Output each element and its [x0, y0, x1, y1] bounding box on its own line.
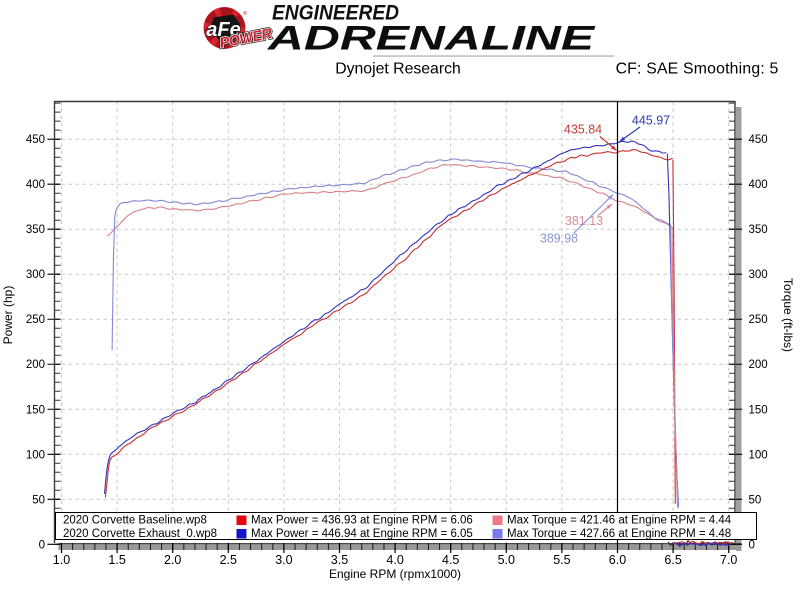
svg-text:250: 250 — [749, 314, 768, 326]
svg-text:400: 400 — [749, 179, 768, 191]
svg-text:100: 100 — [749, 449, 768, 461]
svg-text:350: 350 — [749, 224, 768, 236]
svg-text:5.5: 5.5 — [553, 553, 570, 567]
svg-text:435.84: 435.84 — [564, 123, 602, 137]
svg-text:Max Power = 446.94 at Engine R: Max Power = 446.94 at Engine RPM = 6.05 — [251, 528, 473, 540]
svg-text:Power (hp): Power (hp) — [1, 286, 15, 345]
svg-text:0: 0 — [39, 539, 45, 551]
svg-text:381.13: 381.13 — [565, 214, 603, 228]
svg-text:1.0: 1.0 — [53, 553, 70, 567]
svg-text:4.0: 4.0 — [386, 553, 403, 567]
svg-text:3.0: 3.0 — [275, 553, 292, 567]
svg-text:389.98: 389.98 — [540, 232, 578, 246]
svg-text:2020 Corvette Exhaust_0.wp8: 2020 Corvette Exhaust_0.wp8 — [63, 528, 217, 540]
svg-text:2020 Corvette Baseline.wp8: 2020 Corvette Baseline.wp8 — [63, 515, 207, 527]
svg-text:50: 50 — [32, 494, 45, 506]
svg-text:6.0: 6.0 — [609, 553, 626, 567]
svg-text:450: 450 — [749, 134, 768, 146]
svg-text:ADRENALINE: ADRENALINE — [267, 20, 596, 58]
svg-text:250: 250 — [26, 314, 45, 326]
svg-text:Max Torque = 421.46 at Engine: Max Torque = 421.46 at Engine RPM = 4.44 — [507, 515, 732, 527]
svg-text:0: 0 — [749, 539, 755, 551]
svg-text:150: 150 — [26, 404, 45, 416]
svg-text:400: 400 — [26, 179, 45, 191]
svg-text:1.5: 1.5 — [108, 553, 125, 567]
svg-text:350: 350 — [26, 224, 45, 236]
svg-text:200: 200 — [749, 359, 768, 371]
svg-text:CF: SAE Smoothing: 5: CF: SAE Smoothing: 5 — [616, 61, 779, 78]
svg-text:aFe: aFe — [206, 19, 240, 41]
svg-text:50: 50 — [749, 494, 762, 506]
svg-text:300: 300 — [26, 269, 45, 281]
svg-text:2.0: 2.0 — [164, 553, 181, 567]
svg-text:445.97: 445.97 — [632, 114, 670, 128]
svg-text:100: 100 — [26, 449, 45, 461]
svg-text:ENGINEERED: ENGINEERED — [272, 2, 399, 25]
svg-text:3.5: 3.5 — [331, 553, 348, 567]
svg-text:5.0: 5.0 — [498, 553, 515, 567]
svg-text:300: 300 — [749, 269, 768, 281]
svg-text:Max Power = 436.93 at Engine R: Max Power = 436.93 at Engine RPM = 6.06 — [251, 515, 473, 527]
svg-text:Dynojet Research: Dynojet Research — [335, 61, 461, 78]
svg-text:Engine RPM (rpmx1000): Engine RPM (rpmx1000) — [329, 567, 461, 581]
svg-text:2.5: 2.5 — [220, 553, 237, 567]
svg-text:6.5: 6.5 — [664, 553, 681, 567]
svg-text:4.5: 4.5 — [442, 553, 459, 567]
svg-text:®: ® — [243, 10, 247, 17]
svg-text:150: 150 — [749, 404, 768, 416]
svg-text:450: 450 — [26, 134, 45, 146]
svg-text:Torque (ft-lbs): Torque (ft-lbs) — [781, 278, 795, 352]
svg-text:Max Torque = 427.66 at Engine: Max Torque = 427.66 at Engine RPM = 4.48 — [507, 528, 731, 540]
svg-text:7.0: 7.0 — [720, 553, 737, 567]
svg-text:200: 200 — [26, 359, 45, 371]
